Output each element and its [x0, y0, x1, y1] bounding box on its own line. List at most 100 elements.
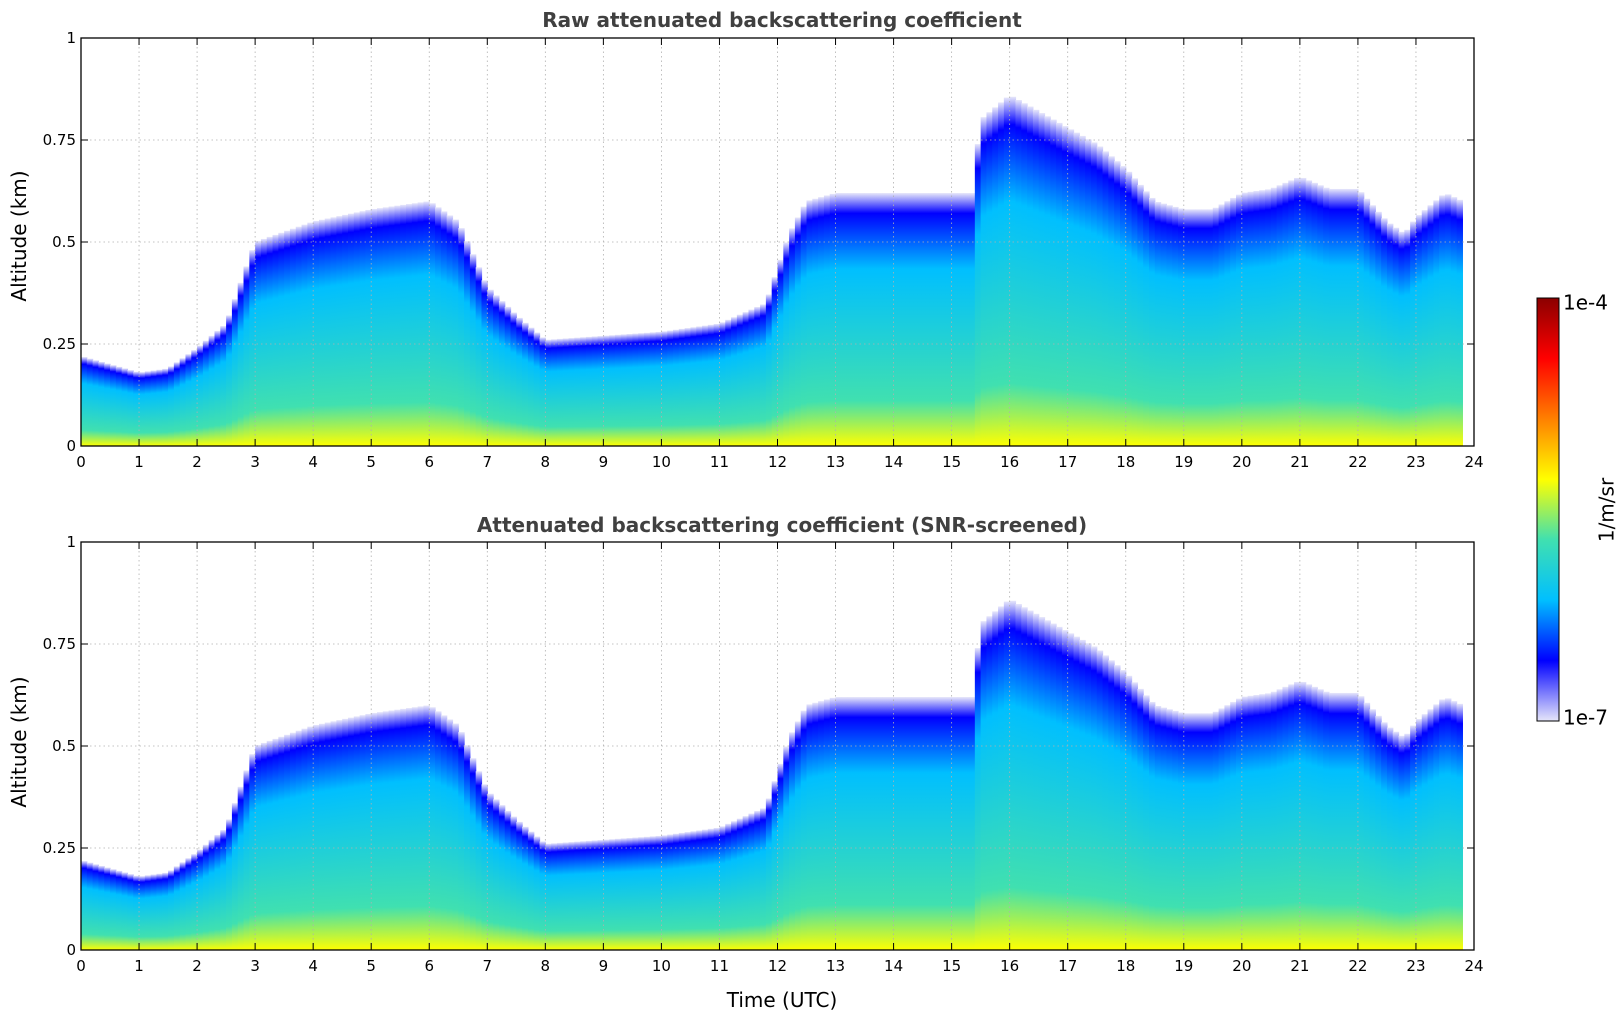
heatmap-column [388, 710, 396, 950]
heatmap-column [162, 872, 169, 950]
x-tick-label: 14 [884, 957, 903, 975]
heatmap-column [829, 193, 837, 446]
heatmap-column [858, 193, 866, 446]
heatmap-column [852, 697, 860, 950]
heatmap-column [678, 832, 686, 950]
heatmap-column [707, 828, 715, 950]
x-tick-label: 21 [1290, 453, 1309, 471]
colorbar-unit-label: 1/m/sr [1595, 477, 1619, 542]
heatmap-column [1079, 639, 1086, 950]
heatmap-column [847, 697, 854, 950]
heatmap-column [731, 821, 738, 950]
colorbar: 1e-4 1e-7 1/m/sr [1536, 291, 1619, 730]
heatmap-column [92, 360, 100, 446]
x-tick-label: 21 [1290, 957, 1309, 975]
heatmap-column [684, 328, 692, 446]
heatmap-column [841, 697, 848, 950]
heatmap-column [1265, 693, 1272, 950]
heatmap-column [92, 864, 100, 950]
heatmap-column [603, 335, 610, 446]
x-tick-label: 3 [250, 957, 260, 975]
heatmap-column [1177, 712, 1185, 950]
heatmap-column [272, 234, 279, 446]
heatmap-column [1346, 692, 1353, 950]
heatmap-column [1154, 706, 1162, 950]
heatmap-column [1270, 187, 1278, 446]
x-axis-label: Time (UTC) [726, 988, 838, 1012]
x-tick-label: 20 [1232, 957, 1251, 975]
heatmap-column [527, 327, 535, 446]
x-tick-label: 7 [483, 957, 493, 975]
heatmap-column [742, 816, 750, 950]
heatmap-column [916, 697, 924, 950]
heatmap-column [1177, 208, 1185, 446]
heatmap-column [214, 834, 221, 950]
heatmap-column [173, 362, 181, 446]
y-tick-label: 0.5 [52, 737, 76, 755]
heatmap-column [458, 228, 465, 446]
heatmap-column [121, 872, 129, 950]
heatmap-column [887, 697, 895, 950]
heatmap-column [504, 306, 512, 446]
heatmap-column [1137, 184, 1144, 446]
heatmap-column [1398, 231, 1405, 446]
heatmap-column [1247, 191, 1255, 446]
heatmap-column [1340, 692, 1347, 950]
x-tick-label: 23 [1406, 453, 1425, 471]
heatmap-column [864, 193, 871, 446]
heatmap-column [887, 193, 895, 446]
heatmap-column [191, 854, 198, 950]
heatmap-column [400, 708, 407, 950]
heatmap-column [609, 335, 616, 446]
heatmap-column [1323, 691, 1330, 950]
heatmap-column [928, 697, 935, 950]
heatmap-column [150, 370, 158, 446]
heatmap-column [870, 193, 877, 446]
heatmap-column [644, 836, 651, 950]
heatmap-column [400, 204, 407, 446]
heatmap-column [580, 841, 587, 950]
heatmap-column [585, 336, 593, 446]
heatmap-column [626, 838, 633, 950]
heatmap-column [574, 337, 581, 446]
heatmap-column [156, 873, 163, 950]
heatmap-column [928, 193, 935, 446]
panel-title: Raw attenuated backscattering coefficien… [542, 8, 1022, 32]
heatmap-column [249, 754, 256, 950]
heatmap-column [173, 866, 181, 950]
heatmap-column [371, 712, 378, 950]
heatmap-column [1346, 188, 1353, 446]
heatmap-column [1183, 713, 1191, 950]
heatmap-column [1224, 705, 1231, 950]
heatmap-column [556, 842, 564, 950]
heatmap-column [1009, 600, 1017, 950]
heatmap-column [98, 361, 105, 446]
heatmap-column [307, 726, 314, 950]
heatmap-column [1241, 192, 1249, 446]
heatmap-column [1404, 229, 1411, 446]
heatmap-column [1433, 200, 1440, 446]
heatmap-column [1410, 221, 1417, 446]
heatmap-column [893, 697, 900, 950]
heatmap-column [429, 203, 436, 446]
heatmap-column [1038, 617, 1046, 950]
x-tick-label: 11 [710, 957, 729, 975]
x-tick-label: 2 [192, 957, 202, 975]
x-tick-label: 22 [1348, 957, 1367, 975]
heatmap-column [394, 205, 401, 446]
heatmap-column [1294, 681, 1301, 950]
heatmap-column [1230, 701, 1237, 950]
heatmap-column [951, 697, 959, 950]
heatmap-column [144, 875, 152, 950]
heatmap-column [1050, 623, 1057, 950]
heatmap-column [934, 193, 941, 446]
heatmap-column [1085, 139, 1092, 446]
heatmap-column [127, 370, 134, 446]
heatmap-column [1143, 191, 1150, 446]
x-tick-label: 15 [942, 453, 961, 471]
heatmap-column [1079, 135, 1086, 447]
heatmap-column [1265, 189, 1272, 447]
heatmap-column [139, 372, 146, 446]
heatmap-column [1015, 100, 1022, 447]
heatmap-column [806, 704, 813, 950]
